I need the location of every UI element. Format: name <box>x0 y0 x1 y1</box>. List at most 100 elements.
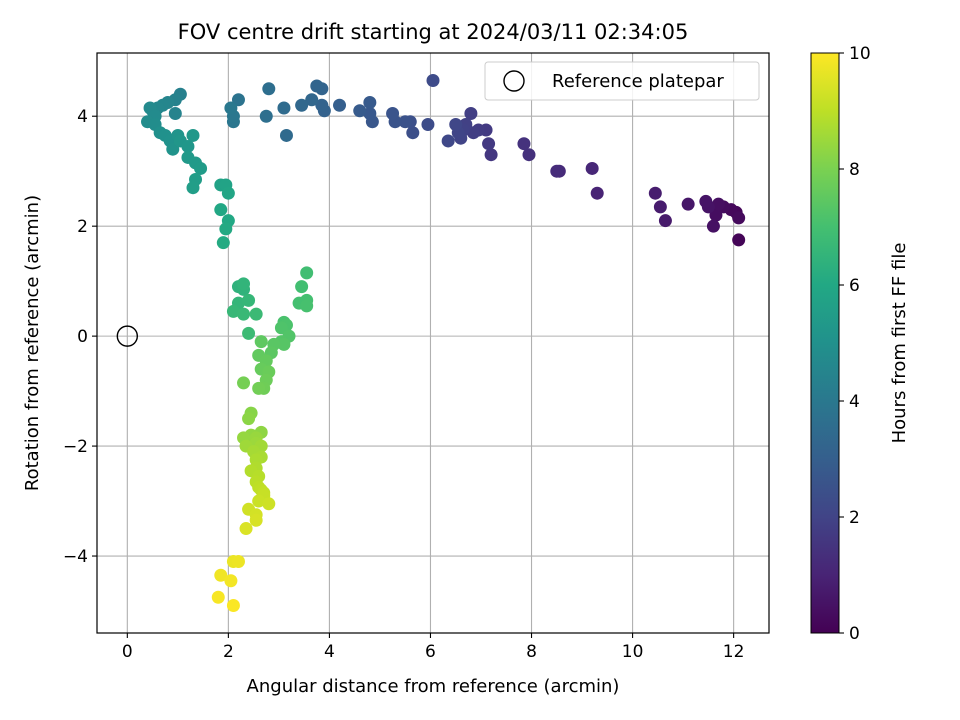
scatter-point <box>221 186 235 200</box>
scatter-point <box>237 277 251 291</box>
colorbar-tick-label: 4 <box>849 392 860 412</box>
scatter-point <box>211 590 225 604</box>
x-tick-label: 8 <box>526 642 537 662</box>
colorbar-tick-label: 8 <box>849 160 860 180</box>
scatter-points <box>141 73 746 613</box>
scatter-point <box>224 574 238 588</box>
scatter-point <box>274 321 288 335</box>
reference-marker-layer <box>116 325 139 347</box>
scatter-point <box>254 335 268 349</box>
scatter-point <box>300 299 314 313</box>
scatter-point <box>522 148 536 162</box>
colorbar-tick-label: 0 <box>849 624 860 644</box>
legend-box <box>484 61 760 101</box>
scatter-point <box>464 106 478 120</box>
scatter-point <box>168 106 182 120</box>
scatter-point <box>231 93 245 107</box>
scatter-point <box>249 513 263 527</box>
scatter-point <box>590 186 604 200</box>
scatter-point <box>466 126 480 140</box>
scatter-point <box>421 117 435 131</box>
scatter-point <box>482 137 496 151</box>
scatter-point <box>252 381 266 395</box>
y-tick-label: −4 <box>63 547 88 567</box>
scatter-point <box>226 599 240 613</box>
scatter-point <box>219 222 233 236</box>
scatter-point <box>681 197 695 211</box>
scatter-point <box>224 101 238 115</box>
x-axis-label: Angular distance from reference (arcmin) <box>247 676 620 697</box>
y-tick-label: 0 <box>77 327 88 347</box>
scatter-point <box>585 161 599 175</box>
gridlines <box>97 53 769 633</box>
colorbar-gradient <box>810 52 840 634</box>
scatter-point <box>333 98 347 112</box>
scatter-point <box>231 555 245 569</box>
x-axis-ticks: 0 2 4 6 8 10 12 <box>122 633 745 662</box>
scatter-point <box>242 326 256 340</box>
scatter-point <box>315 98 329 112</box>
scatter-point <box>249 307 263 321</box>
scatter-point <box>295 280 309 294</box>
scatter-point <box>550 164 564 178</box>
scatter-point <box>181 139 195 153</box>
scatter-point <box>186 181 200 195</box>
scatter-point <box>237 376 251 390</box>
legend: Reference platepar <box>484 61 760 101</box>
scatter-point <box>262 497 276 511</box>
scatter-point <box>449 117 463 131</box>
x-tick-label: 10 <box>622 642 644 662</box>
scatter-point <box>711 197 725 211</box>
x-tick-label: 4 <box>324 642 335 662</box>
scatter-point <box>353 104 367 118</box>
scatter-point <box>709 208 723 222</box>
scatter-point <box>398 115 412 129</box>
scatter-point <box>648 186 662 200</box>
scatter-point <box>214 568 228 582</box>
scatter-point <box>699 194 713 208</box>
legend-entry-reference-platepar: Reference platepar <box>552 71 724 92</box>
scatter-point <box>658 214 672 228</box>
scatter-point <box>186 128 200 142</box>
plot-frame <box>96 52 770 634</box>
scatter-point <box>310 79 324 93</box>
scatter-point <box>214 203 228 217</box>
y-axis-label: Rotation from reference (arcmin) <box>22 195 43 491</box>
x-tick-label: 2 <box>223 642 234 662</box>
colorbar-tick-label: 2 <box>849 508 860 528</box>
reference-platepar-marker <box>116 325 139 347</box>
y-axis-ticks: −4 −2 0 2 4 <box>63 107 97 567</box>
colorbar-tick-label: 6 <box>849 276 860 296</box>
y-tick-label: −2 <box>63 437 88 457</box>
scatter-point <box>166 142 180 156</box>
scatter-point <box>216 236 230 250</box>
scatter-point <box>305 93 319 107</box>
scatter-point <box>300 266 314 280</box>
scatter-point <box>426 73 440 87</box>
scatter-point <box>484 148 498 162</box>
y-tick-label: 2 <box>77 217 88 237</box>
scatter-point <box>226 304 240 318</box>
scatter-point <box>406 126 420 140</box>
chart-title: FOV centre drift starting at 2024/03/11 … <box>178 20 689 44</box>
scatter-point <box>732 211 746 225</box>
scatter-point <box>252 494 266 508</box>
colorbar-tick-label: 10 <box>849 44 871 64</box>
x-tick-label: 12 <box>723 642 745 662</box>
scatter-point <box>441 134 455 148</box>
colorbar: 0 2 4 6 8 10 Hours from first FF file <box>810 44 910 644</box>
y-tick-label: 4 <box>77 107 88 127</box>
scatter-point <box>706 219 720 233</box>
scatter-point <box>239 522 253 536</box>
scatter-point <box>517 137 531 151</box>
scatter-point <box>194 161 208 175</box>
scatter-point <box>295 98 309 112</box>
legend-reference-marker-icon <box>503 70 525 92</box>
x-tick-label: 0 <box>122 642 133 662</box>
scatter-point <box>279 128 293 142</box>
scatter-point <box>363 95 377 109</box>
scatter-point <box>363 106 377 120</box>
scatter-point <box>732 233 746 247</box>
colorbar-ticks: 0 2 4 6 8 10 <box>839 44 871 644</box>
